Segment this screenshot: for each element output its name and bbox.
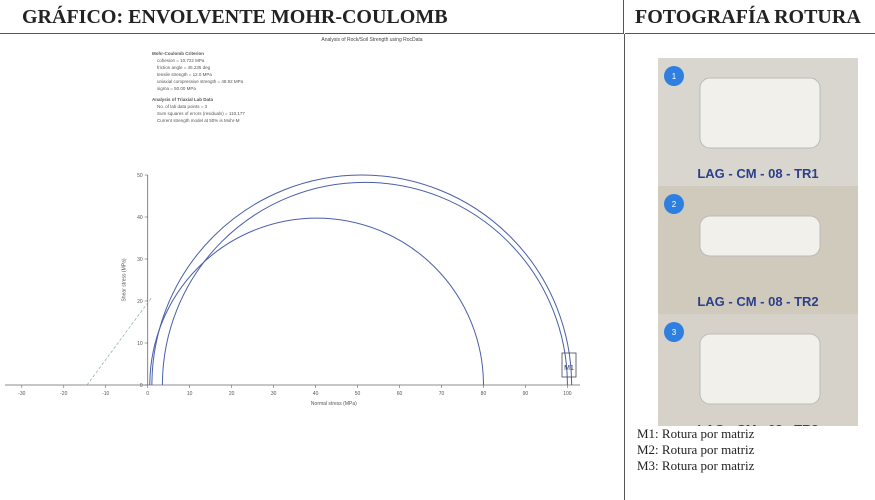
header-left: GRÁFICO: ENVOLVENTE MOHR-COULOMB	[0, 0, 624, 34]
photo-badge	[664, 66, 684, 86]
summary-line: friction angle = 45.235 deg	[157, 65, 211, 70]
envelope	[86, 296, 153, 386]
y-tick-label: 40	[137, 215, 143, 221]
marker-label: M1	[564, 365, 574, 372]
mohr-circle	[149, 217, 484, 386]
summary-line: uniaxial compressive strength = 48.92 MP…	[157, 79, 244, 84]
chart-title: Analysis of Rock/Soil Strength using Roc…	[321, 37, 422, 43]
summary-line: No. of lab data points = 3	[157, 104, 208, 109]
photos: 1 LAG - CM - 08 - TR1 2 LAG - CM - 08 - TR2…	[658, 58, 858, 426]
mohr-circle	[161, 181, 568, 386]
note: M3: Rotura por matriz	[637, 458, 755, 473]
photo-label: LAG - CM - 08 - TR1	[697, 166, 818, 181]
photo-badge	[664, 194, 684, 214]
mohr-circle	[151, 174, 573, 386]
marker-box	[561, 352, 577, 378]
photo-sample	[699, 333, 821, 405]
y-tick-label: 0	[140, 383, 143, 389]
x-tick-label: 70	[439, 391, 445, 397]
photo-sample	[699, 215, 821, 257]
photo-badge	[664, 322, 684, 342]
summary-line: Mohr-Coulomb Criterion	[152, 51, 204, 56]
divider	[624, 34, 625, 500]
chart: Analysis of Rock/Soil Strength using Roc…	[5, 37, 580, 407]
photo-sample	[699, 77, 821, 149]
notes: M1: Rotura por matriz M2: Rotura por matr…	[637, 426, 754, 474]
summary-line: tensile strength = 12.0 MPa	[157, 72, 212, 77]
y-axis-label: Shear stress (MPa)	[122, 258, 128, 301]
x-tick-label: 40	[313, 391, 319, 397]
photo-label: LAG - CM - 08 - TR3	[697, 422, 818, 426]
x-tick-label: 0	[146, 391, 149, 397]
summary-line: sigma = 50.00 MPa	[157, 86, 196, 91]
y-tick-label: 50	[137, 173, 143, 179]
photo-number: 2	[672, 200, 677, 209]
y-tick-label: 20	[137, 299, 143, 305]
photo-label: LAG - CM - 08 - TR2	[697, 294, 818, 309]
summary-line: Analysis of Triaxial Lab Data	[152, 97, 214, 102]
header-right: FOTOGRAFÍA ROTURA	[625, 0, 875, 34]
summary-line: cohesion = 10.722 MPa	[157, 58, 205, 63]
x-tick-label: 20	[229, 391, 235, 397]
x-tick-label: -30	[18, 391, 25, 397]
x-tick-label: -10	[102, 391, 109, 397]
x-tick-label: 90	[523, 391, 529, 397]
note: M2: Rotura por matriz	[637, 442, 755, 457]
summary-line: Sum squares of errors (residuals) = 110.…	[157, 111, 245, 116]
note: M1: Rotura por matriz	[637, 426, 755, 441]
x-axis-label: Normal stress (MPa)	[311, 401, 357, 407]
x-tick-label: -20	[60, 391, 67, 397]
x-tick-label: 100	[563, 391, 572, 397]
x-tick-label: 60	[397, 391, 403, 397]
y-tick-label: 10	[137, 341, 143, 347]
summary-line: Current strength model at 50% is Mohr-M	[157, 118, 240, 123]
photo-number: 1	[672, 72, 677, 81]
x-tick-label: 50	[355, 391, 361, 397]
y-tick-label: 30	[137, 257, 143, 263]
x-tick-label: 30	[271, 391, 277, 397]
photo-number: 3	[672, 328, 677, 337]
x-tick-label: 10	[187, 391, 193, 397]
x-tick-label: 80	[481, 391, 487, 397]
